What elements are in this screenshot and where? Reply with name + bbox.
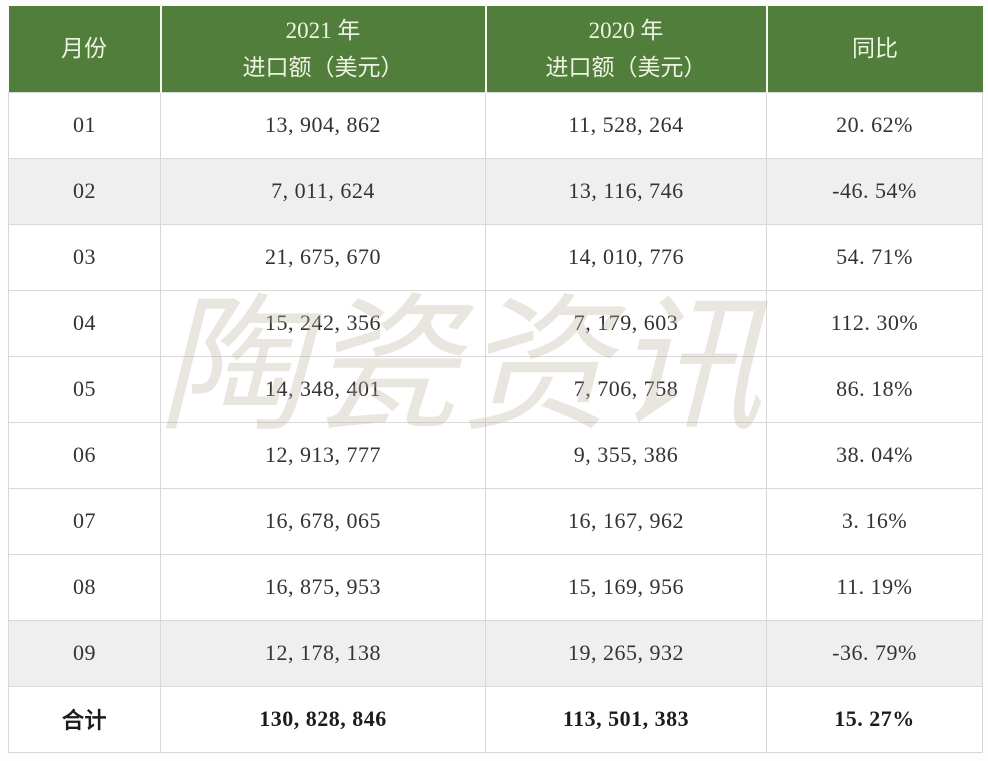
header-2020: 2020 年 进口额（美元） [485,6,768,92]
yoy-cell: -46. 54% [766,157,983,225]
value-2021-cell: 13, 904, 862 [160,91,486,159]
month-cell: 01 [8,91,161,159]
month-cell: 08 [8,553,161,621]
value-2021-cell: 12, 178, 138 [160,619,486,687]
month-cell: 09 [8,619,161,687]
month-cell: 07 [8,487,161,555]
yoy-cell: 86. 18% [766,355,983,423]
import-table: 月份 2021 年 进口额（美元） 2020 年 进口额（美元） 同比 01 1… [8,6,983,753]
value-2020-cell: 13, 116, 746 [485,157,767,225]
month-cell: 05 [8,355,161,423]
table-row: 07 16, 678, 065 16, 167, 962 3. 16% [8,487,983,555]
value-2020-cell: 9, 355, 386 [485,421,767,489]
table-row: 04 15, 242, 356 7, 179, 603 112. 30% [8,289,983,357]
total-yoy-cell: 15. 27% [766,685,983,753]
month-cell: 04 [8,289,161,357]
total-2020-cell: 113, 501, 383 [485,685,767,753]
yoy-cell: -36. 79% [766,619,983,687]
value-2021-cell: 16, 678, 065 [160,487,486,555]
yoy-cell: 38. 04% [766,421,983,489]
yoy-cell: 112. 30% [766,289,983,357]
month-cell: 06 [8,421,161,489]
value-2021-cell: 16, 875, 953 [160,553,486,621]
table-row: 01 13, 904, 862 11, 528, 264 20. 62% [8,91,983,159]
month-cell: 03 [8,223,161,291]
header-yoy: 同比 [766,6,983,92]
value-2021-cell: 21, 675, 670 [160,223,486,291]
header-2020-year: 2020 年 [588,17,664,43]
month-cell: 02 [8,157,161,225]
header-2021: 2021 年 进口额（美元） [160,6,487,92]
value-2020-cell: 19, 265, 932 [485,619,767,687]
header-month-label: 月份 [61,36,107,62]
value-2020-cell: 15, 169, 956 [485,553,767,621]
value-2020-cell: 7, 706, 758 [485,355,767,423]
table-row: 05 14, 348, 401 7, 706, 758 86. 18% [8,355,983,423]
yoy-cell: 54. 71% [766,223,983,291]
total-2021-cell: 130, 828, 846 [160,685,486,753]
header-row: 月份 2021 年 进口额（美元） 2020 年 进口额（美元） 同比 [8,6,983,92]
table-row: 03 21, 675, 670 14, 010, 776 54. 71% [8,223,983,291]
value-2020-cell: 16, 167, 962 [485,487,767,555]
value-2021-cell: 7, 011, 624 [160,157,486,225]
header-2021-unit: 进口额（美元） [242,54,404,80]
table-row: 02 7, 011, 624 13, 116, 746 -46. 54% [8,157,983,225]
table-row: 08 16, 875, 953 15, 169, 956 11. 19% [8,553,983,621]
value-2021-cell: 14, 348, 401 [160,355,486,423]
value-2021-cell: 15, 242, 356 [160,289,486,357]
table-row: 06 12, 913, 777 9, 355, 386 38. 04% [8,421,983,489]
header-yoy-label: 同比 [852,36,898,62]
value-2020-cell: 11, 528, 264 [485,91,767,159]
value-2021-cell: 12, 913, 777 [160,421,486,489]
value-2020-cell: 14, 010, 776 [485,223,767,291]
table-row: 09 12, 178, 138 19, 265, 932 -36. 79% [8,619,983,687]
header-month: 月份 [8,6,162,92]
yoy-cell: 11. 19% [766,553,983,621]
header-2020-unit: 进口额（美元） [545,54,707,80]
value-2020-cell: 7, 179, 603 [485,289,767,357]
header-2021-year: 2021 年 [285,17,361,43]
yoy-cell: 20. 62% [766,91,983,159]
table-total-row: 合计 130, 828, 846 113, 501, 383 15. 27% [8,685,983,753]
yoy-cell: 3. 16% [766,487,983,555]
total-label-cell: 合计 [8,685,161,753]
